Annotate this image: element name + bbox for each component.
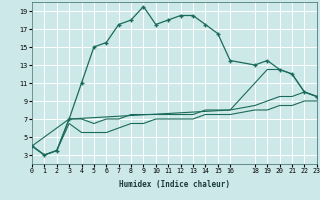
X-axis label: Humidex (Indice chaleur): Humidex (Indice chaleur) <box>119 180 230 189</box>
